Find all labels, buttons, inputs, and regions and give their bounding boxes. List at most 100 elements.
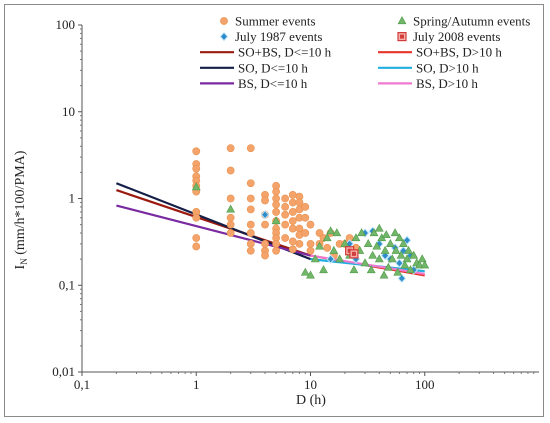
summer-events-point bbox=[246, 179, 255, 188]
summer-events-point bbox=[301, 203, 310, 211]
summer-events-point bbox=[323, 243, 332, 252]
legend-label: Spring/Autumn events bbox=[413, 14, 530, 29]
spring-autumn-events-point bbox=[396, 250, 406, 259]
summer-events-point bbox=[246, 220, 255, 229]
summer-events-point bbox=[261, 220, 269, 229]
summer-events-point bbox=[226, 166, 235, 175]
spring-autumn-events-point bbox=[368, 250, 378, 259]
spring-autumn-events-point bbox=[383, 262, 393, 271]
summer-events-point bbox=[306, 246, 315, 255]
legend-entry: SO, D>10 h bbox=[378, 60, 479, 75]
y-axis-label-text: IN (mm/h*100/PMA) bbox=[13, 150, 29, 269]
summer-events-point bbox=[246, 229, 255, 237]
spring-autumn-events-point bbox=[310, 254, 320, 263]
legend-marker bbox=[397, 31, 407, 42]
july-1987-events-point bbox=[326, 254, 335, 264]
summer-events-point bbox=[246, 239, 255, 248]
summer-events-point bbox=[288, 245, 297, 254]
spring-autumn-events-point bbox=[390, 228, 400, 237]
spring-autumn-events-point bbox=[391, 245, 401, 254]
y-axis-label-rest: (mm/h*100/PMA) bbox=[13, 150, 28, 258]
fit-line-3 bbox=[116, 204, 311, 257]
summer-events-point bbox=[261, 239, 269, 248]
summer-events-point bbox=[306, 220, 315, 229]
summer-events-point bbox=[192, 213, 201, 222]
summer-events-point bbox=[272, 208, 281, 216]
summer-events-point bbox=[288, 217, 297, 225]
x-tick-label: 1 bbox=[193, 377, 200, 392]
spring-autumn-events-point bbox=[326, 226, 336, 235]
legend: Summer events Spring/Autumn events July 19… bbox=[200, 14, 530, 91]
july-1987-events-point bbox=[395, 258, 404, 268]
x-tick-label: 10 bbox=[304, 377, 317, 392]
summer-events-point bbox=[272, 187, 281, 196]
spring-autumn-events-point bbox=[340, 239, 350, 247]
spring-autumn-events-point bbox=[374, 254, 384, 263]
legend-entry: BS, D>10 h bbox=[378, 76, 478, 91]
legend-entry: SO+BS, D>10 h bbox=[378, 45, 502, 60]
spring-autumn-events-point bbox=[374, 223, 384, 232]
legend-label: SO+BS, D>10 h bbox=[416, 45, 502, 60]
summer-events-point bbox=[226, 213, 235, 222]
spring-autumn-events-point bbox=[300, 267, 310, 276]
legend-entry: BS, D<=10 h bbox=[200, 76, 308, 91]
spring-autumn-events-point bbox=[385, 239, 395, 247]
legend-marker-core bbox=[400, 34, 404, 39]
summer-events-point bbox=[288, 191, 297, 199]
legend-label: SO, D>10 h bbox=[416, 60, 479, 75]
spring-autumn-events-point bbox=[191, 182, 201, 191]
legend-entry: July 1987 events bbox=[219, 29, 322, 44]
spring-autumn-events-point bbox=[322, 233, 332, 242]
summer-events-point bbox=[301, 213, 310, 222]
summer-events-point bbox=[192, 147, 201, 156]
summer-events-point bbox=[288, 237, 297, 246]
summer-events-point bbox=[272, 200, 281, 209]
summer-events-point bbox=[281, 194, 290, 203]
x-tick-label: 0,1 bbox=[74, 377, 90, 392]
summer-events-point bbox=[261, 196, 269, 205]
summer-events-point bbox=[246, 194, 255, 203]
summer-events-point bbox=[272, 246, 281, 255]
spring-autumn-events-point bbox=[360, 258, 370, 267]
summer-events-point bbox=[192, 234, 201, 242]
legend-entry: Summer events bbox=[220, 14, 316, 29]
spring-autumn-events-point bbox=[381, 230, 391, 239]
spring-autumn-events-point bbox=[394, 233, 404, 242]
summer-events-point bbox=[226, 229, 235, 237]
spring-autumn-events-point bbox=[387, 254, 397, 263]
spring-autumn-events-point bbox=[393, 267, 403, 276]
x-axis-label: D (h) bbox=[296, 393, 326, 408]
spring-autumn-events-point bbox=[335, 254, 345, 263]
spring-autumn-events-point bbox=[372, 241, 382, 250]
summer-events-point bbox=[226, 194, 235, 203]
y-tick-label: 0,1 bbox=[59, 277, 75, 292]
y-axis-label-main: I bbox=[13, 264, 28, 269]
spring-autumn-events-point bbox=[357, 228, 366, 237]
legend-label: Summer events bbox=[235, 14, 316, 29]
spring-autumn-events-point bbox=[415, 260, 424, 269]
spring-autumn-events-point bbox=[398, 239, 408, 247]
summer-events-point bbox=[281, 203, 290, 211]
legend-entry: Spring/Autumn events bbox=[397, 14, 530, 29]
legend-entry: July 2008 events bbox=[397, 29, 500, 44]
summer-events-point bbox=[246, 205, 255, 214]
summer-events-point bbox=[301, 229, 310, 237]
spring-autumn-events-point bbox=[400, 260, 410, 269]
legend-label: July 2008 events bbox=[413, 29, 500, 44]
spring-autumn-events-point bbox=[366, 265, 376, 274]
y-tick-label: 0,01 bbox=[52, 364, 75, 379]
summer-events-point bbox=[288, 208, 297, 216]
summer-events-point bbox=[288, 224, 297, 233]
spring-autumn-events-point bbox=[319, 265, 328, 274]
spring-autumn-events-point bbox=[329, 245, 339, 254]
summer-events-point bbox=[281, 220, 290, 229]
spring-autumn-events-point bbox=[351, 233, 361, 242]
summer-events-point bbox=[281, 234, 290, 242]
spring-autumn-events-point bbox=[409, 250, 419, 259]
x-tick-label: 100 bbox=[415, 377, 435, 392]
summer-events-point bbox=[192, 164, 201, 173]
spring-autumn-events-point bbox=[349, 265, 359, 274]
legend-entry: SO, D<=10 h bbox=[200, 60, 308, 75]
